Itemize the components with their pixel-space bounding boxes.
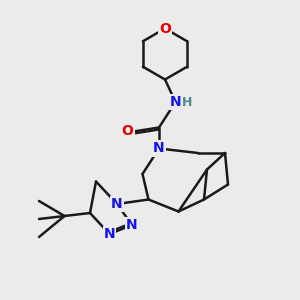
Text: H: H [182, 95, 192, 109]
Text: O: O [159, 22, 171, 35]
Text: N: N [170, 95, 181, 109]
Text: N: N [153, 142, 165, 155]
Text: N: N [111, 197, 123, 211]
Text: N: N [126, 218, 138, 232]
Text: N: N [104, 227, 115, 241]
Text: O: O [122, 124, 134, 138]
